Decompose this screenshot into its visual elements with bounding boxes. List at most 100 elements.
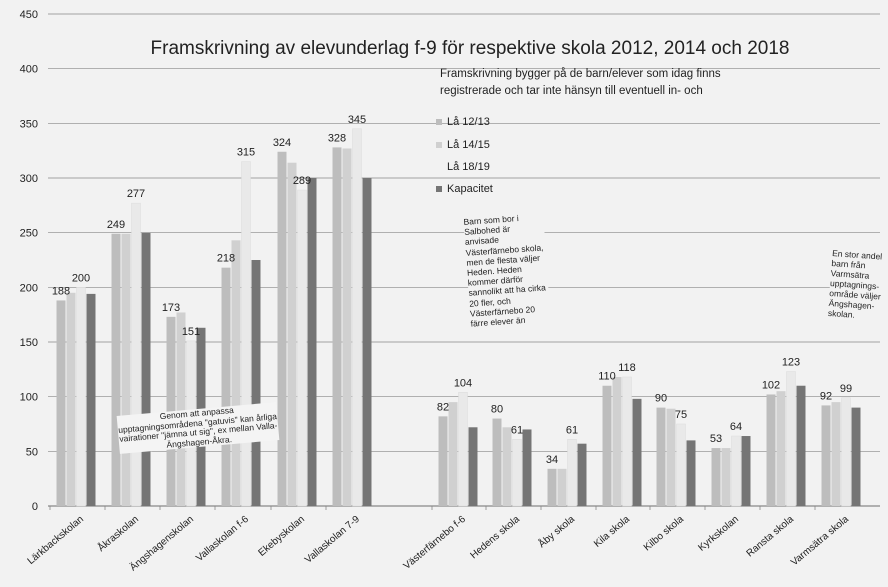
y-tick-label: 350: [20, 118, 38, 130]
bar: [711, 448, 721, 506]
bar: [307, 178, 317, 506]
bar: [547, 468, 557, 506]
y-tick-label: 50: [26, 446, 38, 458]
chart-title: Framskrivning av elevunderlag f-9 för re…: [151, 38, 790, 59]
bar: [251, 260, 261, 506]
bar: [686, 440, 696, 506]
data-label: 324: [273, 137, 291, 149]
data-label: 104: [454, 377, 472, 389]
data-label: 315: [237, 147, 255, 159]
legend-label: Lå 14/15: [447, 139, 490, 151]
data-label: 80: [491, 404, 503, 416]
data-label: 110: [598, 371, 616, 383]
bar: [776, 391, 786, 506]
data-label: 61: [566, 424, 578, 436]
bar: [632, 398, 642, 506]
legend-item-la-14-15: Lå 14/15: [436, 139, 490, 151]
bar: [121, 233, 131, 506]
legend-swatch: [436, 119, 442, 125]
legend-item-la-12-13: Lå 12/13: [436, 116, 490, 128]
bar: [796, 385, 806, 506]
legend-item-kapacitet: Kapacitet: [436, 183, 493, 195]
bar: [297, 189, 307, 507]
note-right: En stor andel barn från Varmsätra upptag…: [827, 248, 888, 322]
data-label: 82: [437, 401, 449, 413]
y-tick-label: 200: [20, 282, 38, 294]
bar: [448, 402, 458, 506]
bar: [458, 392, 468, 507]
data-label: 200: [72, 272, 90, 284]
legend-item-la-18-19: Lå 18/19: [436, 161, 490, 173]
data-label: 90: [655, 393, 667, 405]
bar: [141, 232, 151, 506]
legend-swatch: [436, 186, 442, 192]
bar: [821, 405, 831, 506]
bar: [741, 436, 751, 506]
bar: [352, 128, 362, 507]
data-label: 123: [782, 357, 800, 369]
data-label: 64: [730, 421, 742, 433]
bar: [512, 439, 522, 507]
bar: [241, 161, 251, 507]
data-label: 188: [52, 285, 70, 297]
bar: [362, 178, 372, 506]
y-tick-label: 150: [20, 337, 38, 349]
bar: [111, 233, 121, 506]
data-label: 53: [710, 433, 722, 445]
y-axis: 0 50 100 150 200 250 300 350 400 450: [20, 9, 38, 513]
data-label: 328: [328, 132, 346, 144]
data-label: 218: [217, 253, 235, 265]
bar: [502, 427, 512, 506]
bar: [557, 468, 567, 506]
y-tick-label: 100: [20, 392, 38, 404]
bar: [287, 162, 297, 506]
bar: [731, 435, 741, 507]
bar: [786, 371, 796, 507]
data-label: 34: [546, 454, 558, 466]
bar: [666, 408, 676, 506]
bar: [131, 202, 141, 507]
bar: [492, 418, 502, 506]
data-label: 61: [511, 424, 523, 436]
bar: [721, 448, 731, 506]
bar: [676, 423, 686, 507]
legend-swatch: [436, 164, 442, 170]
bar: [766, 394, 776, 506]
data-label: 102: [762, 379, 780, 391]
y-tick-label: 0: [32, 501, 38, 513]
bar: [851, 407, 861, 506]
legend-label: Kapacitet: [447, 183, 493, 195]
legend-label: Lå 12/13: [447, 116, 490, 128]
data-label: 99: [840, 383, 852, 395]
data-label: 75: [675, 409, 687, 421]
data-label: 345: [348, 114, 366, 126]
data-label: 118: [618, 362, 636, 374]
data-label: 249: [107, 219, 125, 231]
data-label: 277: [127, 188, 145, 200]
bar: [602, 385, 612, 506]
y-tick-label: 250: [20, 228, 38, 240]
data-label: 173: [162, 302, 180, 314]
bar: [76, 287, 86, 507]
note-top: Framskrivning bygger på de barn/elever s…: [440, 68, 721, 97]
bar: [56, 300, 66, 506]
bar: [612, 376, 622, 506]
y-tick-label: 300: [20, 173, 38, 185]
bar: [577, 443, 587, 506]
bar: [656, 407, 666, 506]
legend-label: Lå 18/19: [447, 161, 490, 173]
note-middle: Barn som bor i Salbohed är anvisade Väst…: [463, 211, 551, 329]
data-label: 289: [293, 175, 311, 187]
y-tick-label: 400: [20, 64, 38, 76]
bar: [332, 147, 342, 507]
bar: [567, 439, 577, 507]
bar: [231, 240, 241, 506]
bar: [622, 376, 632, 507]
data-label: 92: [820, 390, 832, 402]
y-tick-label: 450: [20, 9, 38, 21]
bar: [831, 402, 841, 506]
bar: [66, 292, 76, 506]
bar: [342, 148, 352, 507]
